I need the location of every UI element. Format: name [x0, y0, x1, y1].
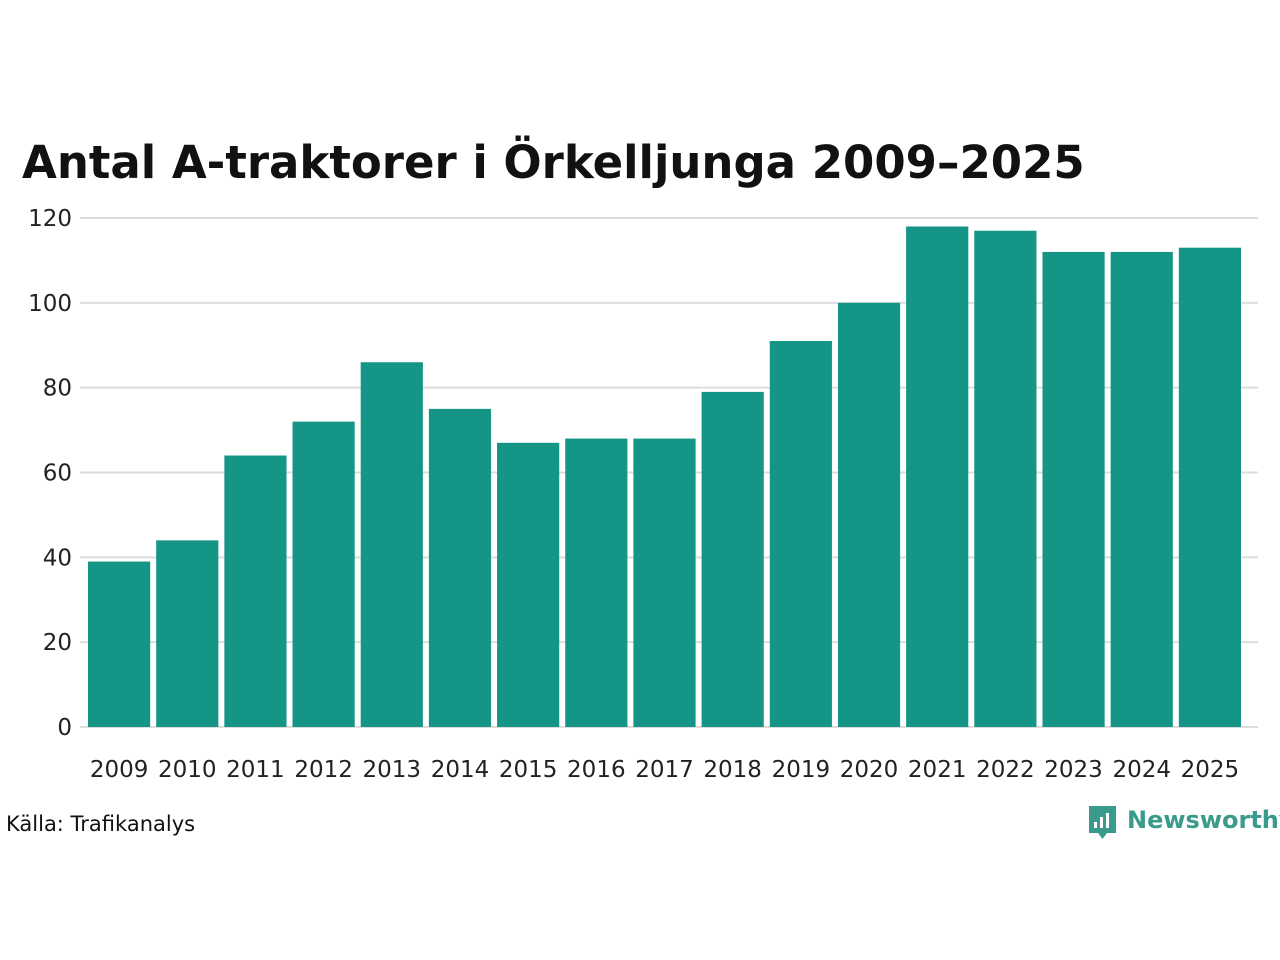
x-tick-label: 2019 — [772, 757, 831, 783]
x-tick-label: 2013 — [363, 757, 422, 783]
bars — [88, 226, 1241, 728]
bar-2023 — [1042, 251, 1105, 727]
x-tick-label: 2018 — [703, 757, 762, 783]
bar-2018 — [701, 391, 764, 727]
y-tick-label: 120 — [28, 206, 72, 232]
bar-2010 — [156, 540, 219, 727]
source-label: Källa: Trafikanalys — [6, 812, 195, 836]
x-tick-label: 2022 — [976, 757, 1035, 783]
y-tick-label: 60 — [43, 461, 72, 487]
bar-2012 — [292, 421, 355, 727]
y-axis-ticks: 0 20 40 60 80 100 120 — [28, 206, 72, 741]
bar-2017 — [633, 438, 696, 727]
bar-2020 — [837, 302, 901, 727]
x-tick-label: 2017 — [635, 757, 694, 783]
x-axis-ticks: 2009 2010 2011 2012 2013 2014 2015 2016 2017 2018… — [90, 757, 1239, 783]
x-tick-label: 2023 — [1044, 757, 1103, 783]
brand-name: Newsworthy — [1127, 806, 1280, 834]
bar-2014 — [428, 408, 492, 727]
bar-2021 — [906, 226, 969, 727]
newsworthy-logo-icon — [1089, 806, 1116, 839]
bar-2019 — [769, 341, 832, 727]
bar-2024 — [1110, 251, 1173, 727]
x-tick-label: 2025 — [1181, 757, 1240, 783]
bar-2016 — [565, 438, 628, 727]
y-tick-label: 0 — [57, 715, 72, 741]
bar-2022 — [974, 230, 1037, 727]
x-tick-label: 2021 — [908, 757, 967, 783]
bar-2011 — [224, 455, 287, 727]
x-tick-label: 2011 — [226, 757, 285, 783]
y-tick-label: 40 — [43, 545, 72, 571]
bar-2009 — [88, 561, 151, 727]
bar-2025 — [1178, 247, 1241, 728]
x-tick-label: 2015 — [499, 757, 558, 783]
x-tick-label: 2010 — [158, 757, 217, 783]
bar-2015 — [497, 442, 560, 727]
x-tick-label: 2020 — [840, 757, 899, 783]
x-tick-label: 2012 — [294, 757, 353, 783]
y-tick-label: 80 — [43, 376, 72, 402]
y-tick-label: 100 — [28, 291, 72, 317]
x-tick-label: 2014 — [431, 757, 490, 783]
chart-title: Antal A-traktorer i Örkelljunga 2009–202… — [22, 136, 1085, 189]
x-tick-label: 2016 — [567, 757, 626, 783]
x-tick-label: 2024 — [1112, 757, 1171, 783]
x-tick-label: 2009 — [90, 757, 149, 783]
brand: Newsworthy — [1089, 806, 1280, 839]
bar-2013 — [360, 362, 423, 727]
y-tick-label: 20 — [43, 630, 72, 656]
